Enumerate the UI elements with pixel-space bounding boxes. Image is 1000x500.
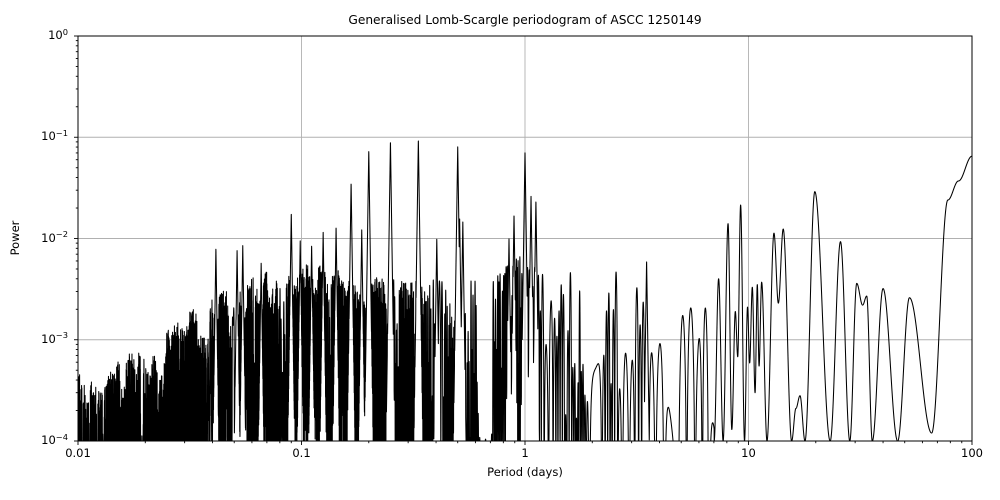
x-tick-label: 0.1 [292, 446, 311, 460]
y-tick-label: 10−4 [22, 431, 68, 448]
y-tick-base: 10 [41, 129, 56, 144]
y-tick-label: 10−1 [22, 127, 68, 144]
x-tick-label: 0.01 [65, 446, 91, 460]
y-tick-label: 100 [22, 26, 68, 43]
x-tick-label: 10 [741, 446, 756, 460]
y-tick-label: 10−2 [22, 229, 68, 246]
y-axis-label: Power [8, 220, 22, 256]
y-tick-label: 10−3 [22, 330, 68, 347]
x-axis-label: Period (days) [487, 465, 563, 479]
chart-title: Generalised Lomb-Scargle periodogram of … [348, 13, 702, 27]
y-tick-exponent: 0 [62, 26, 68, 37]
y-tick-exponent: −4 [55, 431, 68, 442]
x-tick-label: 1 [521, 446, 529, 460]
y-tick-base: 10 [41, 230, 56, 245]
y-tick-exponent: −3 [55, 330, 68, 341]
y-tick-base: 10 [41, 331, 56, 346]
y-tick-exponent: −1 [55, 127, 68, 138]
y-tick-base: 10 [41, 433, 56, 447]
y-tick-base: 10 [48, 28, 63, 42]
x-tick-label: 100 [961, 446, 983, 460]
y-tick-exponent: −2 [55, 229, 68, 239]
